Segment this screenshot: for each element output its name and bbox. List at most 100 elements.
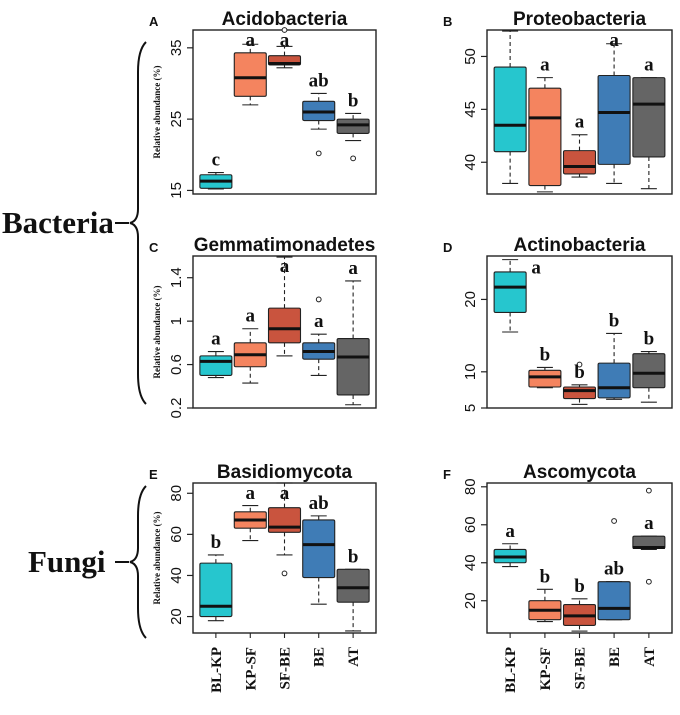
panel-c-box-be-outlier bbox=[315, 296, 322, 303]
panel-d-title: Actinobacteria bbox=[514, 235, 646, 256]
panel-b-frame bbox=[486, 29, 673, 195]
panel-f-box-at-outlier bbox=[645, 578, 652, 585]
panel-b-box-at-significance-letter: a bbox=[644, 55, 654, 76]
panel-d-box-at bbox=[632, 353, 666, 389]
panel-e-box-be-significance-letter: ab bbox=[309, 493, 329, 514]
panel-e-box-be bbox=[302, 519, 336, 579]
panel-d-box-at-significance-letter: b bbox=[644, 329, 655, 350]
panel-f-box-be-outlier bbox=[611, 518, 617, 524]
panel-a-box-at-outlier bbox=[350, 155, 357, 162]
panel-f-xtick-label: BE bbox=[607, 647, 623, 667]
panel-d-box-be bbox=[597, 362, 631, 399]
panel-e-xtick-label: BL-KP bbox=[209, 647, 225, 693]
panel-c-letter: C bbox=[149, 240, 159, 255]
panel-e-y-axis-label: Relative abundance (%) bbox=[152, 512, 162, 605]
panel-d-box-kp-sf bbox=[528, 369, 562, 388]
panel-f-xtick-label: SF-BE bbox=[573, 647, 589, 690]
panel-a-title: Acidobacteria bbox=[222, 9, 348, 30]
panel-a-box-sf-be-outlier bbox=[281, 27, 288, 33]
bacteria-brace bbox=[129, 41, 147, 405]
panel-a-box-bl-kp-significance-letter: c bbox=[212, 150, 220, 171]
panel-a-box-kp-sf bbox=[233, 52, 267, 97]
panel-e-box-sf-be-outlier bbox=[281, 570, 288, 577]
panel-b-box-sf-be bbox=[562, 150, 597, 175]
panel-f-box-kp-sf-significance-letter: b bbox=[540, 566, 551, 587]
panel-b-ytick-label: 50 bbox=[462, 48, 479, 65]
panel-e-box-at-significance-letter: b bbox=[348, 546, 359, 567]
panel-a-letter: A bbox=[149, 14, 159, 29]
panel-c-box-kp-sf-significance-letter: a bbox=[246, 306, 256, 327]
panel-f-xtick-label: KP-SF bbox=[538, 647, 554, 690]
panel-f-letter: F bbox=[443, 467, 451, 482]
panel-e-box-bl-kp-significance-letter: b bbox=[211, 532, 222, 553]
panel-c-ytick-label: 0.2 bbox=[168, 398, 185, 419]
panel-e-ytick-label: 40 bbox=[168, 567, 185, 584]
panel-f-box-at-outlier bbox=[645, 487, 652, 494]
panel-f-box-sf-be-significance-letter: b bbox=[574, 576, 585, 597]
panel-c-ytick-label: 1.4 bbox=[168, 267, 185, 288]
panel-e-ytick-label: 80 bbox=[168, 485, 185, 502]
panel-a-box-be-outlier bbox=[315, 150, 322, 157]
panel-f-ytick-label: 60 bbox=[462, 516, 479, 533]
panel-d-box-sf-be-significance-letter: b bbox=[574, 362, 585, 383]
panel-c-ytick-label: 1 bbox=[168, 317, 185, 325]
panel-f-ytick-label: 40 bbox=[462, 554, 479, 571]
panel-b-box-sf-be-significance-letter: a bbox=[575, 112, 585, 133]
panel-e-xtick-label: SF-BE bbox=[278, 647, 294, 690]
panel-e-box-kp-sf-significance-letter: a bbox=[246, 483, 256, 504]
panel-b-box-kp-sf-significance-letter: a bbox=[540, 55, 550, 76]
panel-a-ytick-label: 25 bbox=[168, 111, 185, 128]
group-label-bacteria: Bacteria bbox=[2, 205, 114, 240]
panel-b-title: Proteobacteria bbox=[513, 9, 646, 30]
panel-c-box-at bbox=[336, 337, 370, 396]
panel-c-ytick-label: 0.6 bbox=[168, 354, 185, 375]
panel-d-box-kp-sf-significance-letter: b bbox=[540, 344, 551, 365]
panel-d-ytick-label: 5 bbox=[462, 404, 479, 412]
group-label-fungi: Fungi bbox=[28, 544, 106, 579]
panel-d-ytick-label: 20 bbox=[462, 291, 479, 308]
panel-d-letter: D bbox=[443, 240, 452, 255]
panel-b-box-bl-kp bbox=[493, 66, 527, 153]
panel-d-box-sf-be bbox=[562, 386, 597, 400]
panel-f-box-bl-kp-significance-letter: a bbox=[505, 521, 515, 542]
panel-c-box-sf-be bbox=[267, 307, 302, 344]
panel-b-box-at bbox=[632, 77, 666, 158]
panel-e-letter: E bbox=[149, 467, 158, 482]
panel-c-box-at-significance-letter: a bbox=[348, 258, 358, 279]
panel-f-ytick-label: 20 bbox=[462, 592, 479, 609]
panel-e-ytick-label: 60 bbox=[168, 526, 185, 543]
panel-c-y-axis-label: Relative abundance (%) bbox=[152, 286, 162, 379]
panel-c-frame bbox=[192, 255, 377, 409]
fungi-brace bbox=[129, 485, 147, 639]
panel-e-box-at bbox=[336, 568, 370, 603]
panel-b-letter: B bbox=[443, 14, 452, 29]
panel-e-box-sf-be-significance-letter: a bbox=[280, 483, 290, 504]
panel-c-box-sf-be-significance-letter: a bbox=[280, 256, 290, 277]
panel-a-ytick-label: 35 bbox=[168, 39, 185, 56]
panel-f-ytick-label: 80 bbox=[462, 478, 479, 495]
panel-e-xtick-label: KP-SF bbox=[243, 647, 259, 690]
panel-f-box-be-significance-letter: ab bbox=[604, 559, 624, 580]
panel-d-frame bbox=[486, 255, 673, 409]
panel-c-box-bl-kp-significance-letter: a bbox=[211, 329, 221, 350]
panel-b-box-be-significance-letter: a bbox=[609, 30, 619, 51]
panel-b-ytick-label: 45 bbox=[462, 101, 479, 118]
panel-a-box-be-significance-letter: ab bbox=[309, 70, 329, 91]
panel-b-ytick-label: 40 bbox=[462, 154, 479, 171]
panel-a-ytick-label: 15 bbox=[168, 182, 185, 199]
panel-a-box-sf-be-significance-letter: a bbox=[280, 30, 290, 51]
panel-c-box-bl-kp bbox=[199, 355, 233, 376]
panel-e-ytick-label: 20 bbox=[168, 608, 185, 625]
panel-a-y-axis-label: Relative abundance (%) bbox=[152, 66, 162, 159]
panel-e-xtick-label: BE bbox=[312, 647, 328, 667]
panel-d-box-be-significance-letter: b bbox=[609, 310, 620, 331]
panel-f-box-at-significance-letter: a bbox=[644, 513, 654, 534]
panel-f-title: Ascomycota bbox=[523, 462, 636, 483]
panel-e-box-bl-kp bbox=[199, 562, 233, 618]
panel-d-box-bl-kp bbox=[493, 271, 527, 314]
panel-d-box-sf-be-outlier bbox=[576, 361, 583, 368]
panel-c-title: Gemmatimonadetes bbox=[194, 235, 376, 256]
panel-e-title: Basidiomycota bbox=[217, 462, 353, 483]
panel-f-xtick-label: BL-KP bbox=[503, 647, 519, 693]
